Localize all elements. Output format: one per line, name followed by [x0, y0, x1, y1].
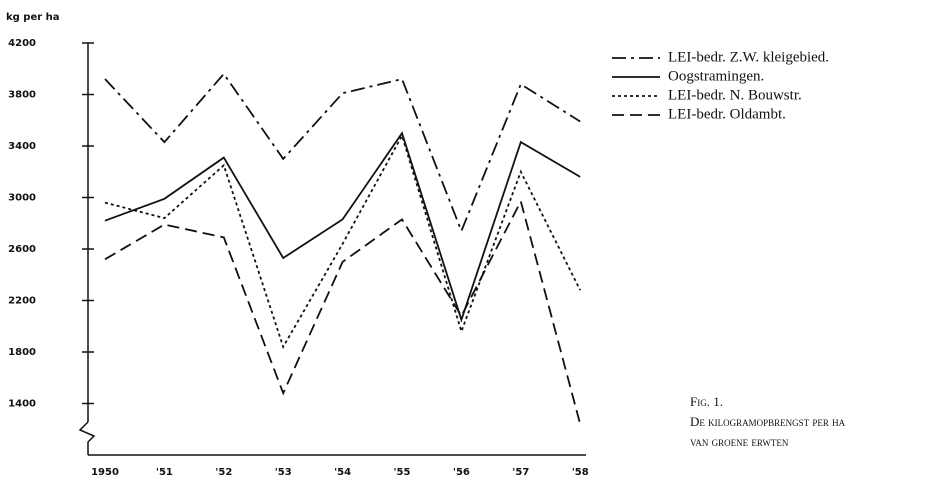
series-line	[104, 133, 582, 350]
axis-break	[78, 421, 96, 455]
y-tick-label: 4200	[8, 38, 36, 49]
caption-line: De kilogramopbrengst per ha	[690, 414, 846, 429]
y-tick-label: 1400	[8, 399, 36, 410]
y-axis-label: kg per ha	[6, 12, 60, 23]
x-tick-label: '58	[572, 467, 589, 478]
y-tick-label: 2600	[8, 244, 36, 255]
x-tick-label: '56	[453, 467, 470, 478]
caption-line: van groene erwten	[690, 434, 789, 449]
x-tick-label: 1950	[91, 467, 119, 478]
y-tick-label: 1800	[8, 347, 36, 358]
y-tick-label: 3000	[8, 193, 36, 204]
x-tick-label: '54	[334, 467, 351, 478]
legend-label: LEI-bedr. Oldambt.	[668, 106, 786, 122]
legend-label: LEI-bedr. N. Bouwstr.	[668, 87, 802, 103]
y-tick-label: 3800	[8, 90, 36, 101]
y-tick-label: 3400	[8, 141, 36, 152]
x-tick-label: '51	[156, 467, 173, 478]
y-tick-label: 2200	[8, 296, 36, 307]
x-tick-label: '52	[215, 467, 232, 478]
x-tick-label: '53	[275, 467, 292, 478]
series-line	[104, 72, 581, 234]
series-line	[104, 198, 582, 425]
legend-label: Oogstramingen.	[668, 68, 764, 84]
legend-label: LEI-bedr. Z.W. kleigebied.	[668, 49, 829, 65]
x-tick-label: '55	[394, 467, 411, 478]
x-tick-label: '57	[512, 467, 529, 478]
caption-line: Fig. 1.	[690, 394, 723, 409]
series-line	[104, 131, 581, 323]
